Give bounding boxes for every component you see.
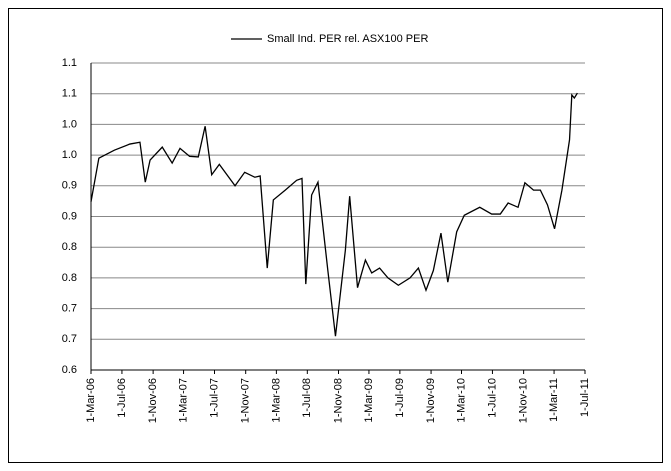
x-tick-label: 1-Mar-11: [548, 378, 560, 422]
x-tick-label: 1-Mar-08: [270, 378, 282, 423]
y-tick-label: 1.0: [62, 118, 77, 130]
y-tick-label: 0.9: [62, 210, 77, 222]
x-tick-label: 1-Nov-08: [332, 378, 344, 423]
legend-label: Small Ind. PER rel. ASX100 PER: [267, 33, 428, 45]
y-tick-label: 1.0: [62, 149, 77, 161]
x-tick-label: 1-Jul-08: [301, 378, 313, 418]
x-tick-label: 1-Nov-10: [518, 378, 530, 423]
x-tick-label: 1-Nov-09: [425, 378, 437, 423]
y-tick-label: 0.8: [62, 272, 77, 284]
x-tick-label: 1-Jul-10: [486, 378, 498, 418]
x-tick-label: 1-Jul-09: [394, 378, 406, 418]
x-tick-label: 1-Mar-09: [363, 378, 375, 423]
y-tick-label: 0.6: [62, 364, 77, 376]
line-series: [90, 92, 578, 337]
x-tick-label: 1-Jul-06: [116, 378, 128, 418]
y-tick-label: 1.1: [62, 57, 77, 69]
y-tick-label: 0.7: [62, 303, 77, 315]
y-tick-label: 0.9: [62, 180, 77, 192]
x-tick-label: 1-Jul-07: [208, 378, 220, 418]
y-tick-label: 0.7: [62, 333, 77, 345]
x-tick-label: 1-Jul-11: [579, 378, 591, 417]
x-tick-label: 1-Nov-06: [147, 378, 159, 423]
x-tick-label: 1-Mar-10: [455, 378, 467, 423]
x-tick-label: 1-Mar-07: [177, 378, 189, 423]
y-tick-label: 1.1: [62, 88, 77, 100]
y-tick-label: 0.8: [62, 241, 77, 253]
x-tick-label: 1-Nov-07: [240, 378, 252, 423]
chart-border: [8, 8, 663, 463]
x-tick-label: 1-Mar-06: [85, 378, 97, 423]
